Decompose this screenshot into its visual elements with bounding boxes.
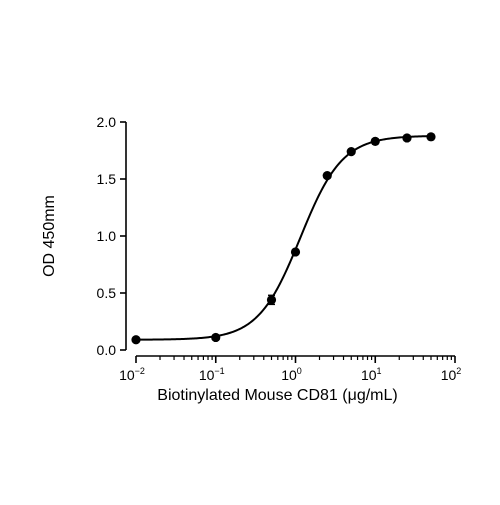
- data-point: [211, 332, 221, 343]
- x-tick-exponent: 1: [377, 366, 382, 376]
- x-tick-exponent: 2: [456, 366, 461, 376]
- data-marker: [346, 147, 356, 157]
- data-marker: [322, 170, 332, 181]
- y-tick-label: 1.5: [97, 171, 117, 187]
- y-tick-label: 1.0: [97, 228, 117, 244]
- data-point: [131, 335, 141, 345]
- x-tick-base: 10: [281, 367, 297, 383]
- x-tick-label: 10−1: [199, 366, 225, 383]
- data-marker: [266, 295, 277, 305]
- data-marker: [211, 332, 221, 343]
- axes-layer: [120, 121, 456, 363]
- data-point: [402, 133, 412, 143]
- data-point: [290, 247, 301, 257]
- points-layer: [131, 132, 436, 345]
- x-tick-exponent: −2: [135, 366, 145, 376]
- data-marker: [290, 247, 301, 257]
- data-marker: [370, 136, 380, 146]
- x-tick-base: 10: [361, 367, 377, 383]
- x-tick-base: 10: [199, 367, 215, 383]
- x-tick-base: 10: [119, 367, 135, 383]
- y-tick-label: 0.5: [97, 285, 117, 301]
- x-axis-title: Biotinylated Mouse CD81 (μg/mL): [157, 387, 397, 404]
- data-marker: [402, 133, 412, 143]
- labels-layer: 0.00.51.01.52.010−2 10−1 100 101 102Biotinyl…: [41, 114, 461, 404]
- x-tick-label: 100: [281, 366, 302, 383]
- data-marker: [131, 335, 141, 345]
- y-tick-label: 0.0: [97, 342, 117, 358]
- data-point: [322, 170, 332, 181]
- data-point: [266, 294, 277, 306]
- data-point: [370, 136, 380, 146]
- x-tick-exponent: 0: [297, 366, 302, 376]
- data-point: [426, 132, 436, 142]
- y-axis-title: OD 450mm: [41, 195, 58, 277]
- x-tick-base: 10: [441, 367, 457, 383]
- data-point: [346, 147, 356, 157]
- fit-curve: [135, 135, 432, 341]
- y-tick-label: 2.0: [97, 114, 117, 130]
- x-tick-exponent: −1: [214, 366, 224, 376]
- x-tick-label: 101: [361, 366, 382, 383]
- x-tick-label: 10−2: [119, 366, 145, 383]
- fit-layer: [135, 135, 432, 341]
- x-tick-label: 102: [441, 366, 462, 383]
- data-marker: [426, 132, 436, 142]
